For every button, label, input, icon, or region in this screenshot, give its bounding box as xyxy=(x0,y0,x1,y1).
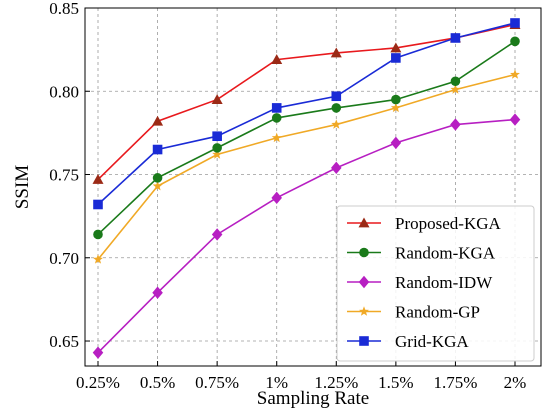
x-tick-label: 0.75% xyxy=(195,373,239,392)
series-random-gp xyxy=(93,69,520,264)
data-point xyxy=(359,306,369,316)
series-grid-kga xyxy=(93,18,520,210)
data-point xyxy=(450,84,461,94)
data-point xyxy=(359,336,369,346)
data-point xyxy=(92,174,104,184)
data-point xyxy=(450,118,461,131)
series-line xyxy=(97,23,516,181)
series-line xyxy=(97,40,516,236)
data-point xyxy=(211,94,223,104)
data-point xyxy=(450,76,461,87)
data-point xyxy=(510,18,520,28)
legend-label: Random-KGA xyxy=(395,244,496,263)
data-point xyxy=(152,180,163,191)
x-tick-label: 0.25% xyxy=(76,373,120,392)
data-point xyxy=(359,247,369,258)
data-point xyxy=(211,228,223,241)
data-point xyxy=(509,113,521,126)
data-point xyxy=(331,91,342,102)
data-point xyxy=(510,69,520,79)
legend-item: Random-KGA xyxy=(347,244,496,263)
legend-label: Random-GP xyxy=(395,303,480,322)
data-point xyxy=(93,199,103,210)
series-random-idw xyxy=(92,113,521,359)
legend-label: Proposed-KGA xyxy=(395,214,501,233)
x-axis-label: Sampling Rate xyxy=(257,388,369,409)
plot-area-frame xyxy=(84,7,542,367)
data-point xyxy=(92,346,104,359)
x-tick-label: 1.5% xyxy=(378,373,413,392)
data-point xyxy=(212,149,223,159)
y-axis-label: SSIM xyxy=(12,165,33,209)
legend-label: Grid-KGA xyxy=(395,332,469,351)
data-point xyxy=(212,143,222,153)
data-point xyxy=(271,191,282,205)
y-tick-label: 0.65 xyxy=(49,332,79,351)
data-point xyxy=(152,286,163,299)
legend-item: Proposed-KGA xyxy=(347,214,501,233)
data-point xyxy=(331,103,342,113)
data-point xyxy=(510,36,520,47)
data-point xyxy=(152,173,163,183)
data-point xyxy=(212,131,222,142)
data-point xyxy=(330,47,342,58)
legend: Proposed-KGA Random-KGA Random-IDW Random-G… xyxy=(336,205,535,362)
x-tick-label: 0.5% xyxy=(140,373,175,392)
data-point xyxy=(390,42,402,53)
data-point xyxy=(271,113,282,123)
x-tick-label: 1.75% xyxy=(433,373,477,392)
data-point xyxy=(271,103,282,113)
data-point xyxy=(390,102,401,113)
y-tick-label: 0.70 xyxy=(49,249,79,268)
data-point xyxy=(271,132,282,143)
x-tick-label: 2% xyxy=(504,373,527,392)
legend-box xyxy=(336,205,535,362)
data-point xyxy=(271,54,283,65)
data-point xyxy=(331,119,342,129)
axis-ticks: 0.25% 0.5% 0.75% 1% 1.25% 1.5% 1.75% 2% 0.65 0.70… xyxy=(49,0,526,392)
data-point xyxy=(93,254,103,264)
legend-item: Random-IDW xyxy=(347,273,493,292)
data-point xyxy=(358,217,370,228)
data-point xyxy=(450,33,461,43)
data-point xyxy=(152,115,164,126)
x-tick-label: 1.25% xyxy=(314,373,358,392)
y-tick-label: 0.75 xyxy=(49,166,79,185)
series-lines xyxy=(92,18,521,359)
x-tick-label: 1% xyxy=(265,373,288,392)
data-point xyxy=(93,229,103,240)
legend-item: Random-GP xyxy=(347,303,480,322)
data-point xyxy=(331,161,342,175)
data-point xyxy=(152,144,163,155)
data-point xyxy=(391,94,401,105)
legend-item: Grid-KGA xyxy=(347,332,469,351)
series-random-kga xyxy=(93,36,520,240)
y-tick-label: 0.85 xyxy=(49,0,79,18)
series-line xyxy=(97,73,516,260)
data-point xyxy=(358,275,370,289)
legend-label: Random-IDW xyxy=(395,273,493,292)
series-line xyxy=(97,118,516,354)
data-point xyxy=(391,53,401,63)
data-point xyxy=(390,136,402,150)
series-line xyxy=(97,22,516,206)
y-tick-label: 0.80 xyxy=(49,82,79,101)
